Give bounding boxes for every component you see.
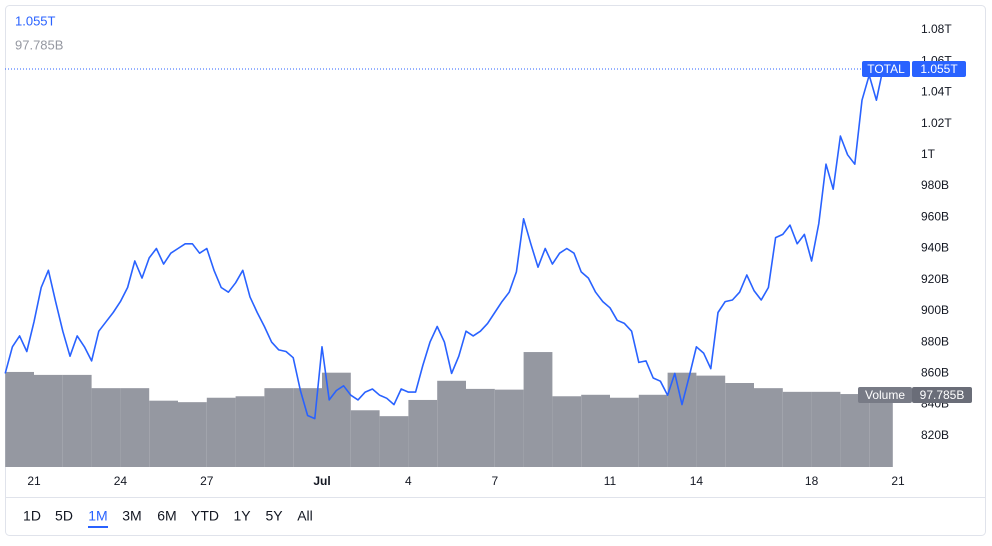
volume-bar	[811, 391, 841, 467]
volume-bar	[754, 388, 783, 467]
value-badge	[912, 60, 966, 77]
x-tick-label: 7	[491, 474, 498, 488]
volume-bar	[725, 383, 754, 467]
volume-bar	[840, 394, 870, 467]
volume-bar	[178, 402, 207, 467]
x-tick-label: 18	[805, 474, 819, 488]
value-badge	[912, 386, 972, 403]
volume-bar	[62, 374, 92, 467]
x-tick-label: 27	[200, 474, 214, 488]
volume-bar	[408, 399, 438, 467]
volume-bar	[322, 372, 351, 467]
x-tick-label: 24	[114, 474, 128, 488]
y-tick-label: 1T	[921, 147, 936, 161]
range-button[interactable]: 1D	[23, 508, 41, 524]
y-tick-label: 900B	[921, 303, 949, 317]
volume-bar	[494, 389, 524, 467]
x-tick-label: 11	[604, 474, 617, 488]
volume-bar	[638, 394, 668, 467]
volume-bar	[120, 388, 150, 467]
volume-bar	[610, 397, 639, 467]
series-name: Volume	[865, 388, 905, 402]
series-name-badge	[862, 60, 910, 77]
header-value: 97.785B	[15, 37, 63, 52]
volume-bar	[34, 374, 63, 467]
volume-bar	[869, 394, 893, 467]
volume-bar	[782, 391, 812, 467]
y-tick-label: 920B	[921, 272, 949, 286]
series-name: TOTAL	[867, 62, 905, 76]
y-tick-label: 1.04T	[921, 85, 952, 99]
range-button[interactable]: 3M	[122, 508, 141, 524]
y-tick-label: 820B	[921, 428, 949, 442]
volume-bar	[667, 372, 697, 467]
volume-bar	[5, 371, 34, 467]
price-line	[4, 65, 892, 420]
x-tick-label: 14	[690, 474, 704, 488]
volume-bar	[149, 400, 178, 467]
y-tick-label: 960B	[921, 209, 949, 223]
x-tick-label: 21	[27, 474, 41, 488]
value-badge-label: 1.055T	[920, 62, 958, 76]
range-button[interactable]: 5D	[55, 508, 73, 524]
y-tick-label: 860B	[921, 366, 949, 380]
y-tick-label: 980B	[921, 178, 949, 192]
range-button[interactable]: All	[297, 508, 313, 524]
volume-bar	[91, 388, 121, 467]
volume-bar	[350, 410, 380, 467]
range-button[interactable]: 1Y	[233, 508, 251, 524]
volume-bar	[264, 388, 294, 467]
volume-bar	[552, 396, 582, 467]
volume-bar	[379, 416, 409, 467]
x-tick-label: 4	[405, 474, 412, 488]
volume-bar	[696, 375, 726, 467]
range-button[interactable]: YTD	[191, 508, 219, 524]
y-tick-label: 880B	[921, 334, 949, 348]
volume-bar	[437, 380, 466, 467]
volume-bar	[581, 394, 610, 467]
volume-bar	[206, 397, 236, 467]
volume-bar	[466, 388, 495, 467]
header-value: 1.055T	[15, 13, 56, 28]
range-button[interactable]: 5Y	[265, 508, 283, 524]
range-button[interactable]: 1M	[88, 508, 107, 524]
x-tick-label: 21	[891, 474, 905, 488]
y-tick-label: 1.08T	[921, 22, 952, 36]
volume-bar	[235, 396, 265, 467]
y-tick-label: 940B	[921, 241, 949, 255]
range-button[interactable]: 6M	[157, 508, 176, 524]
series-name-badge	[858, 386, 912, 403]
volume-bar	[293, 388, 322, 467]
x-tick-label: Jul	[313, 474, 330, 488]
value-badge-label: 97.785B	[920, 388, 965, 402]
y-tick-label: 1.02T	[921, 116, 952, 130]
volume-bar	[523, 352, 553, 467]
